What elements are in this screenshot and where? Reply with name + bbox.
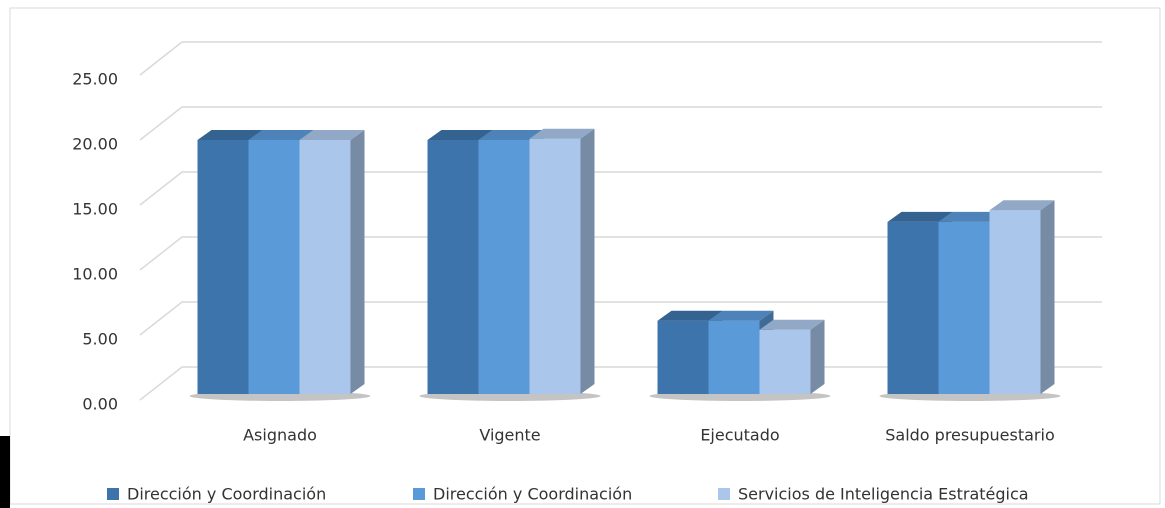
bar-top — [887, 211, 953, 222]
y-tick-label: 10.00 — [72, 265, 118, 284]
bar-front — [708, 320, 760, 394]
legend-swatch — [718, 488, 730, 500]
bar-front — [248, 140, 300, 394]
bar-front — [989, 210, 1041, 394]
y-tick-label: 25.00 — [72, 70, 118, 89]
grid-line — [139, 41, 1102, 76]
bar-top — [529, 128, 595, 139]
bar-front — [478, 140, 530, 394]
bar-top — [708, 310, 774, 321]
legend-label: Servicios de Inteligencia Estratégica — [738, 485, 1029, 504]
bar-front — [427, 140, 479, 394]
bar — [529, 128, 595, 394]
bar-top — [657, 310, 723, 321]
legend-swatch — [413, 488, 425, 500]
bar-top — [248, 130, 314, 140]
bar-top — [197, 130, 263, 140]
bar-front — [197, 140, 249, 394]
grid-line — [139, 106, 1102, 141]
x-tick-label: Vigente — [479, 426, 540, 445]
grid-line — [139, 171, 1102, 206]
legend-label: Dirección y Coordinación — [127, 485, 326, 504]
bar-front — [887, 221, 939, 394]
bar-top — [938, 211, 1004, 222]
legend-swatch — [107, 488, 119, 500]
y-tick-label: 0.00 — [82, 395, 118, 414]
bar — [759, 319, 825, 394]
y-tick-label: 15.00 — [72, 200, 118, 219]
x-tick-label: Saldo presupuestario — [885, 426, 1055, 445]
grid-line — [139, 301, 1102, 336]
bar-side — [1040, 200, 1055, 394]
bar-top — [759, 319, 825, 330]
edge-artifact — [0, 436, 10, 508]
bar-side — [350, 130, 365, 394]
y-tick-label: 5.00 — [82, 330, 118, 349]
x-tick-label: Ejecutado — [700, 426, 779, 445]
bar — [989, 200, 1055, 394]
bar-side — [580, 128, 595, 394]
bar-side — [810, 319, 825, 394]
bar-front — [938, 221, 990, 394]
bar-top — [299, 130, 365, 140]
bar — [299, 130, 365, 394]
bar-front — [657, 320, 709, 394]
bar-front — [299, 140, 351, 394]
y-tick-label: 20.00 — [72, 135, 118, 154]
bar-top — [989, 200, 1055, 211]
x-tick-label: Asignado — [243, 426, 317, 445]
legend-label: Dirección y Coordinación — [433, 485, 632, 504]
bar-top — [478, 130, 544, 140]
bar-top — [427, 130, 493, 140]
bar-front — [759, 329, 811, 394]
bar-front — [529, 138, 581, 394]
grid-line — [139, 236, 1102, 271]
bar — [938, 211, 1004, 394]
